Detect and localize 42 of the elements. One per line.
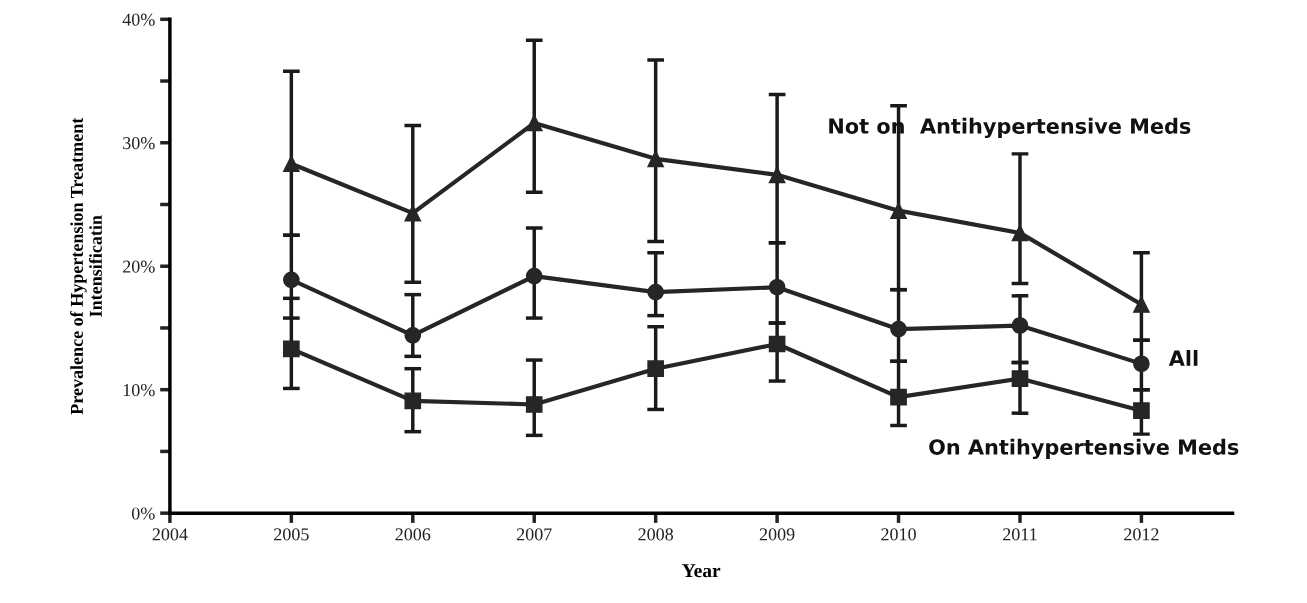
point xyxy=(890,202,907,219)
y-tick-label: 20% xyxy=(123,260,155,273)
series-label: All xyxy=(1168,349,1198,366)
point xyxy=(283,155,300,173)
point xyxy=(404,392,422,410)
point xyxy=(1011,370,1029,387)
point xyxy=(768,335,786,353)
x-axis-title: Year xyxy=(682,564,721,578)
series-label: On Antihypertensive Meds xyxy=(929,438,1239,460)
point xyxy=(404,204,422,222)
y-tick-label: 0% xyxy=(131,507,155,520)
point xyxy=(525,396,543,413)
point xyxy=(768,278,786,296)
x-tick-label: 2005 xyxy=(274,528,309,541)
point xyxy=(647,360,664,378)
x-tick-label: 2007 xyxy=(516,528,552,541)
x-tick-label: 2010 xyxy=(881,528,916,541)
point xyxy=(525,267,543,285)
x-tick-label: 2006 xyxy=(395,528,431,541)
point xyxy=(1133,296,1150,313)
y-tick-label: 40% xyxy=(122,13,155,26)
point xyxy=(890,320,907,338)
y-tick-label: 30% xyxy=(123,137,155,150)
x-tick-label: 2009 xyxy=(759,528,795,541)
point xyxy=(890,388,907,406)
point xyxy=(1133,355,1150,373)
point xyxy=(647,150,664,168)
point xyxy=(647,283,664,301)
point xyxy=(1011,317,1029,334)
point xyxy=(1133,402,1150,420)
y-tick-label: 10% xyxy=(123,383,155,397)
x-tick-label: 2012 xyxy=(1124,528,1159,541)
point xyxy=(525,114,543,132)
x-tick-label: 2008 xyxy=(638,528,674,541)
point xyxy=(283,271,300,289)
x-tick-label: 2004 xyxy=(152,528,188,541)
point xyxy=(768,166,786,184)
y-axis-title: Prevalence of Hypertension Treatment Intensificatin xyxy=(70,117,102,415)
point xyxy=(1011,224,1029,242)
point xyxy=(404,327,422,344)
x-tick-label: 2011 xyxy=(1003,528,1037,541)
point xyxy=(283,340,300,358)
